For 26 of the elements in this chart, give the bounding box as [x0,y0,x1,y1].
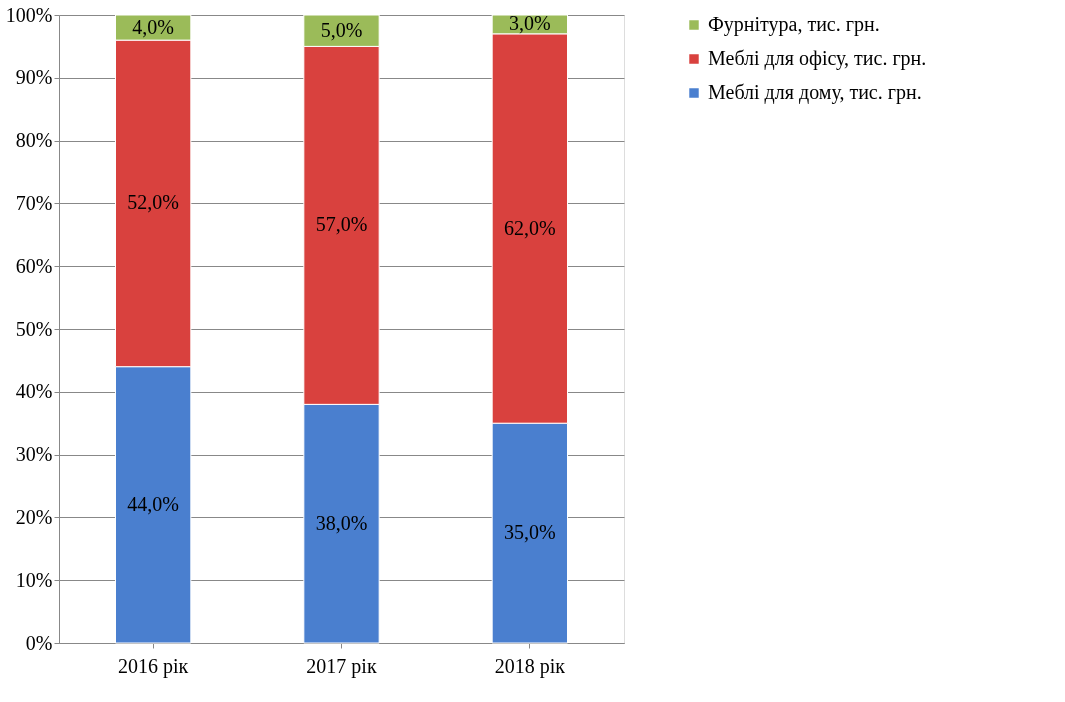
y-tick-label: 10% [15,568,53,591]
y-tick-label: 60% [15,254,53,277]
y-tick-label: 70% [15,191,53,214]
data-label: 52,0% [127,191,179,214]
legend-label: Меблі для офісу, тис. грн. [708,47,927,70]
y-tick-label: 100% [5,3,53,26]
y-tick-label: 50% [15,317,53,340]
data-label: 57,0% [315,213,368,236]
y-tick-label: 0% [25,631,53,654]
y-tick-label: 40% [15,380,53,403]
y-tick-label: 90% [15,66,53,89]
y-tick-label: 20% [15,505,53,528]
data-label: 5,0% [320,18,363,41]
data-label: 35,0% [504,521,556,544]
x-tick-label: 2017 рік [306,654,377,678]
y-tick-label: 30% [15,443,53,466]
data-label: 44,0% [127,492,179,515]
y-tick-label: 80% [15,129,53,152]
data-label: 3,0% [509,12,551,35]
x-tick-label: 2018 рік [494,654,566,678]
data-label: 38,0% [315,511,368,534]
legend-label: Меблі для дому, тис. грн. [708,81,922,104]
data-label: 4,0% [132,15,174,38]
data-label: 62,0% [504,216,556,239]
x-tick-label: 2016 рік [118,654,189,678]
legend-label: Фурнітура, тис. грн. [708,13,880,36]
